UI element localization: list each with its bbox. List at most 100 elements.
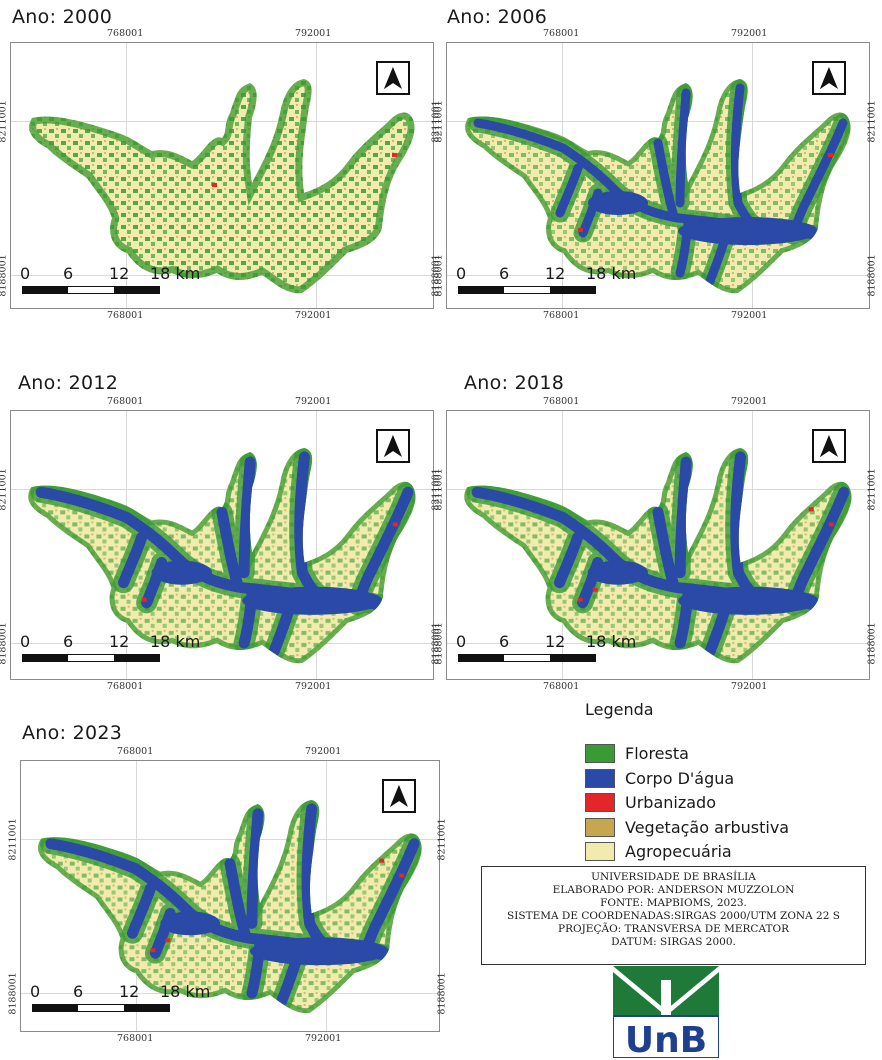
legend-label: Agropecuária [625, 842, 732, 861]
north-arrow-icon [376, 61, 410, 95]
land-cover-map [28, 448, 416, 664]
coord-easting-left-top: 768001 [543, 28, 580, 39]
grid-line-vertical [316, 411, 317, 679]
coord-easting-right-top: 792001 [305, 746, 342, 757]
coord-easting-right-bottom: 792001 [295, 310, 332, 321]
coord-northing-top-left: 8211001 [433, 468, 445, 511]
urban-patch [808, 507, 814, 512]
scale-tick-label: 6 [499, 264, 510, 283]
coord-easting-left-top: 768001 [543, 396, 580, 407]
forest-fringe [465, 79, 851, 294]
north-arrow-icon [382, 779, 416, 813]
scale-tick-label: 18 km [160, 982, 211, 1001]
scale-tick-label: 12 [119, 982, 140, 1001]
coord-easting-left-bottom: 768001 [543, 310, 580, 321]
coord-easting-right-bottom: 792001 [295, 681, 332, 692]
land-cover-map [29, 79, 415, 294]
scale-tick-label: 12 [545, 264, 566, 283]
scale-bar [458, 654, 596, 662]
legend-swatch [585, 793, 615, 812]
grid-line-vertical [316, 43, 317, 308]
scale-tick-label: 6 [73, 982, 84, 1001]
legend-label: Vegetação arbustiva [625, 817, 790, 837]
reservoir-west-body [587, 560, 648, 585]
scale-tick-label: 18 km [150, 264, 201, 283]
scale-tick-label: 0 [20, 632, 31, 651]
land-cover-map [38, 799, 422, 1014]
urban-patch [165, 938, 171, 943]
reservoir-west-body [588, 191, 648, 215]
map-frame-m2023 [20, 760, 440, 1032]
scale-tick-label: 0 [20, 264, 31, 283]
coord-northing-top-left: 8211001 [7, 818, 19, 861]
legend-label: Floresta [625, 744, 689, 763]
logo-text: UnB [625, 1020, 707, 1058]
coord-easting-left-top: 768001 [117, 746, 154, 757]
urban-patch [843, 243, 848, 247]
coord-easting-right-top: 792001 [295, 28, 332, 39]
map-title-m2000: Ano: 2000 [12, 6, 113, 28]
coord-easting-left-bottom: 768001 [117, 1033, 154, 1044]
credit-line: UNIVERSIDADE DE BRASÍLIA [591, 871, 756, 883]
reservoir-main-body [678, 586, 819, 615]
map-frame-m2012 [10, 410, 434, 680]
urban-patch [828, 153, 833, 157]
urban-patch [828, 522, 834, 527]
legend-title: Legenda [585, 700, 654, 719]
urban-patch [141, 597, 147, 602]
land-cover-map [464, 448, 852, 664]
credits-box: UNIVERSIDADE DE BRASÍLIA ELABORADO POR: A… [481, 866, 866, 965]
coord-northing-bottom-right: 8188001 [866, 622, 878, 665]
reservoir-west-body [160, 911, 221, 936]
scale-bar [458, 286, 596, 294]
coord-easting-left-bottom: 768001 [107, 310, 144, 321]
coord-easting-right-bottom: 792001 [305, 1033, 342, 1044]
unb-logo: UnB [613, 966, 719, 1058]
north-arrow-icon [812, 61, 846, 95]
coord-northing-top-right: 8211001 [436, 818, 448, 861]
coord-northing-top-right: 8211001 [866, 100, 878, 143]
scale-tick-label: 12 [545, 632, 566, 651]
legend-label: Urbanizado [625, 793, 716, 812]
coord-northing-bottom-left: 8188001 [433, 622, 445, 665]
scale-tick-label: 0 [30, 982, 41, 1001]
north-arrow-icon [812, 429, 846, 463]
coord-easting-right-bottom: 792001 [731, 310, 768, 321]
coord-northing-top-right: 8211001 [866, 468, 878, 511]
map-title-m2018: Ano: 2018 [464, 372, 565, 394]
urban-patch [379, 858, 385, 863]
legend-swatch [585, 768, 615, 788]
scale-tick-label: 6 [63, 632, 74, 651]
legend-swatch [585, 817, 615, 837]
urban-patch [399, 873, 405, 878]
land-cover-map [465, 79, 851, 294]
urban-patch [843, 612, 849, 617]
legend-item: Urbanizado [585, 793, 716, 812]
urban-patch [557, 492, 563, 497]
reservoir-main-body [242, 586, 383, 615]
coord-easting-right-bottom: 792001 [731, 681, 768, 692]
grid-line-horizontal [447, 121, 869, 122]
coord-easting-right-top: 792001 [731, 396, 768, 407]
coord-northing-top-left: 8211001 [433, 100, 445, 143]
urban-patch [150, 948, 156, 953]
coord-northing-top-left: 8211001 [0, 100, 9, 143]
north-arrow-icon [376, 429, 410, 463]
coord-northing-bottom-left: 8188001 [7, 972, 19, 1015]
reservoir-main-body [678, 217, 818, 245]
scale-tick-label: 12 [109, 264, 130, 283]
urban-patch [407, 612, 413, 617]
coord-northing-top-left: 8211001 [0, 468, 9, 511]
map-frame-m2018 [446, 410, 870, 680]
urban-patch [212, 183, 217, 187]
grid-line-vertical [752, 43, 753, 308]
coord-northing-bottom-right: 8188001 [866, 254, 878, 297]
credit-line: PROJEÇÃO: TRANSVERSA DE MERCATOR [558, 923, 789, 935]
coord-easting-left-top: 768001 [107, 28, 144, 39]
map-frame-m2000 [10, 42, 434, 309]
urban-patch [592, 587, 598, 592]
map-title-m2023: Ano: 2023 [22, 722, 123, 744]
legend-item: Agropecuária [585, 842, 732, 861]
credit-line: ELABORADO POR: ANDERSON MUZZOLON [552, 884, 795, 896]
coord-easting-right-top: 792001 [731, 28, 768, 39]
